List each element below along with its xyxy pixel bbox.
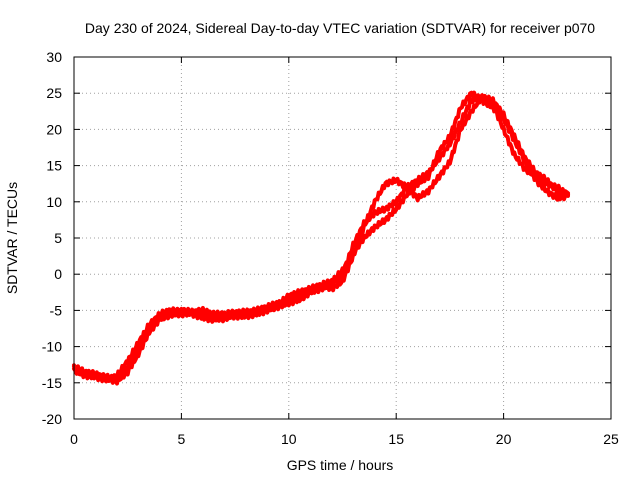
y-tick-label: 25: [46, 85, 62, 101]
y-tick-label: 5: [54, 230, 62, 246]
y-tick-label: 10: [46, 194, 62, 210]
x-tick-label: 20: [496, 431, 512, 447]
x-tick-label: 25: [603, 431, 619, 447]
grid: [74, 57, 611, 419]
x-tick-label: 0: [70, 431, 78, 447]
x-axis-label: GPS time / hours: [287, 457, 394, 473]
series-line-track-c: [72, 93, 570, 386]
y-tick-label: 20: [46, 121, 62, 137]
y-tick-label: 0: [54, 266, 62, 282]
x-tick-label: 10: [281, 431, 297, 447]
x-tick-label: 15: [388, 431, 404, 447]
series-layer: [72, 90, 570, 386]
y-axis-label: SDTVAR / TECUs: [4, 182, 20, 294]
y-tick-label: -20: [42, 411, 62, 427]
y-tick-label: -15: [42, 375, 62, 391]
chart-title: Day 230 of 2024, Sidereal Day-to-day VTE…: [85, 20, 595, 36]
x-tick-labels: 0 5 10 15 20 25: [70, 431, 619, 447]
y-tick-labels: -20 -15 -10 -5 0 5 10 15 20 25 30: [42, 49, 62, 427]
tick-marks: [73, 56, 612, 420]
y-tick-label: -5: [50, 302, 63, 318]
x-tick-label: 5: [178, 431, 186, 447]
y-tick-label: -10: [42, 339, 62, 355]
y-tick-label: 15: [46, 158, 62, 174]
y-tick-label: 30: [46, 49, 62, 65]
